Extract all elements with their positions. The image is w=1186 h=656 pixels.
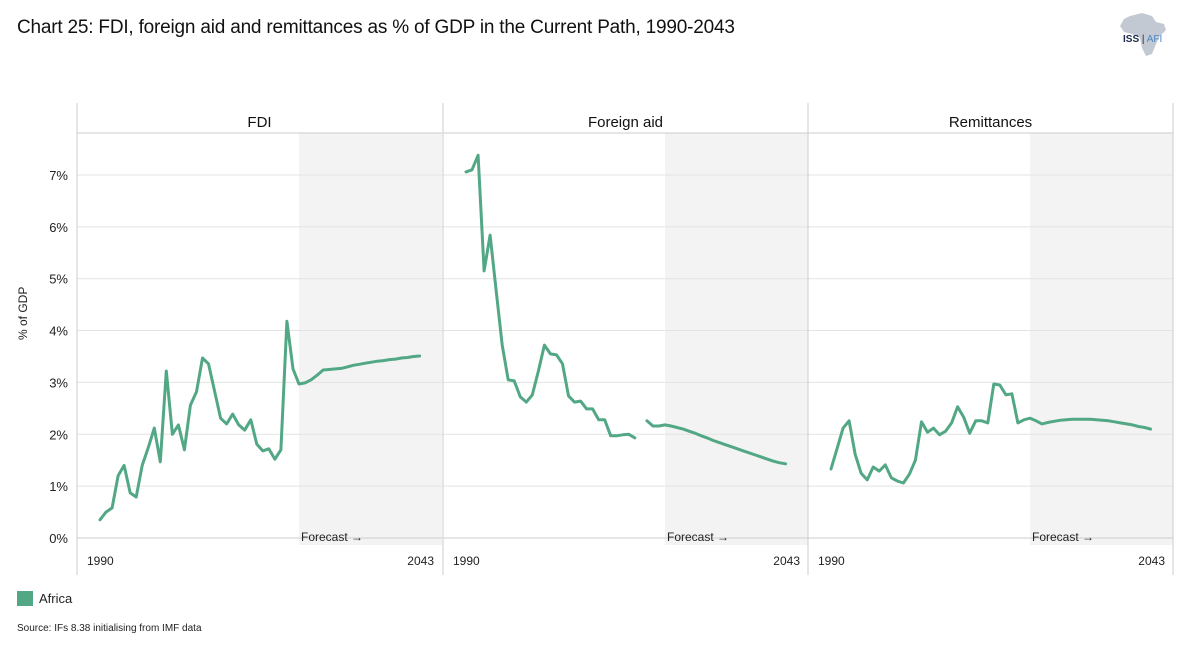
x-tick-label: 1990: [87, 554, 114, 568]
y-tick-label: 4%: [49, 324, 68, 339]
panel-remittances: Remittances Forecast → 1990 2043: [807, 103, 1174, 575]
legend-swatch-africa: [17, 591, 33, 606]
series-line-africa: [464, 153, 637, 440]
panel-fdi: FDI Forecast → 1990 2043: [76, 103, 442, 575]
y-axis-label: % of GDP: [16, 286, 30, 340]
africa-map-icon: [1120, 13, 1166, 56]
legend: Africa: [17, 591, 72, 606]
y-tick-label: 7%: [49, 168, 68, 183]
y-tick-label: 1%: [49, 479, 68, 494]
y-tick-label: 2%: [49, 427, 68, 442]
series-line-africa: [829, 382, 1153, 485]
logo-secondary: AFI: [1146, 34, 1163, 45]
logo-text: ISS | AFI: [1123, 34, 1163, 45]
chart-title: Chart 25: FDI, foreign aid and remittanc…: [17, 17, 735, 38]
forecast-region: [1029, 133, 1173, 545]
forecast-label: Forecast →: [667, 530, 729, 544]
forecast-label: Forecast →: [1032, 530, 1094, 544]
legend-label-africa: Africa: [39, 591, 73, 606]
x-tick-label: 1990: [818, 554, 845, 568]
panel-title: FDI: [247, 114, 271, 131]
panel-foreign-aid: Foreign aid Forecast → 1990 2043: [442, 103, 808, 575]
forecast-region: [298, 133, 442, 545]
forecast-label: Forecast →: [301, 530, 363, 544]
panel-title: Remittances: [949, 114, 1032, 131]
forecast-region: [664, 133, 808, 545]
panel-title: Foreign aid: [588, 114, 663, 131]
x-tick-label: 2043: [407, 554, 434, 568]
x-tick-label: 2043: [773, 554, 800, 568]
x-tick-label: 2043: [1138, 554, 1165, 568]
x-tick-label: 1990: [453, 554, 480, 568]
y-tick-label: 6%: [49, 220, 68, 235]
series-line-africa: [98, 319, 422, 522]
y-tick-label: 5%: [49, 272, 68, 287]
series-line-africa: [645, 419, 788, 466]
source-note: Source: IFs 8.38 initialising from IMF d…: [17, 623, 202, 634]
y-tick-label: 3%: [49, 375, 68, 390]
y-tick-label: 0%: [49, 531, 68, 546]
logo-primary: ISS: [1123, 34, 1140, 45]
